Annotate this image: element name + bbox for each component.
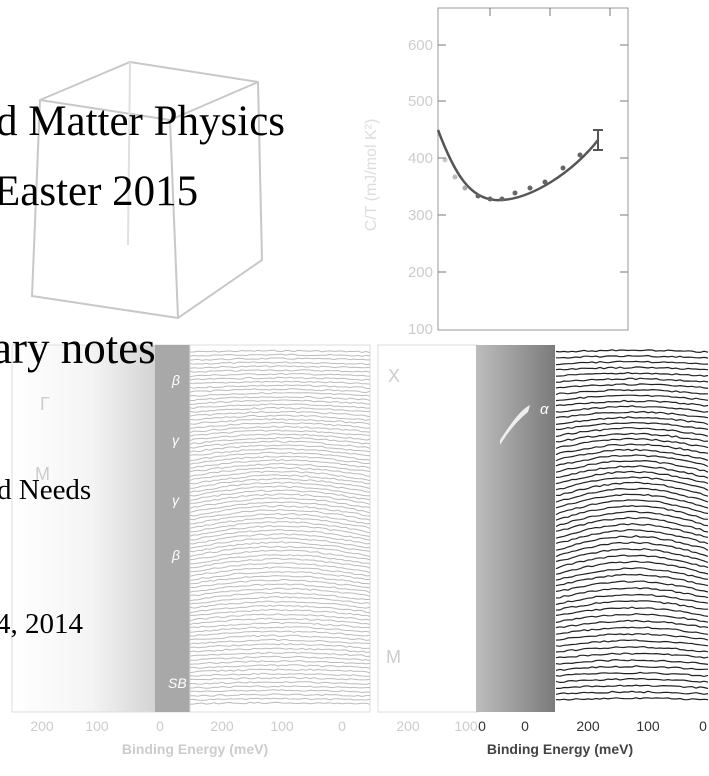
x-tick-label: 100 bbox=[270, 718, 294, 734]
panel-label: M bbox=[386, 647, 401, 667]
arpes-right: X M α 200 100 0 0 200 100 0 Binding Ener… bbox=[378, 345, 709, 757]
author: d Needs bbox=[0, 476, 91, 505]
arpes-left: Γ M β γ γ β SB 200 100 0 200 100 0 Bindi… bbox=[12, 345, 370, 757]
x-tick-label: 100 bbox=[636, 718, 660, 734]
x-tick-label: 0 bbox=[699, 718, 707, 734]
x-tick-label: 200 bbox=[210, 718, 234, 734]
panel-label: β bbox=[171, 372, 180, 388]
x-tick-label: 200 bbox=[396, 718, 420, 734]
y-tick-label: 500 bbox=[408, 93, 433, 110]
panel-label: γ bbox=[172, 432, 180, 448]
y-tick-label: 300 bbox=[408, 207, 433, 224]
plot: 600 500 400 300 200 100 C/T (mJ/mol K²) bbox=[363, 8, 628, 338]
panel-label: γ bbox=[172, 492, 180, 508]
panel-label: X bbox=[388, 366, 400, 386]
y-tick-label: 200 bbox=[408, 264, 433, 281]
plot-frame bbox=[438, 8, 628, 330]
panel-label: β bbox=[171, 547, 180, 563]
x-tick-label: 200 bbox=[576, 718, 600, 734]
x-tick-label: 0 bbox=[521, 718, 529, 734]
x-tick-label: 0 bbox=[338, 718, 346, 734]
x-axis-label: Binding Energy (meV) bbox=[122, 741, 268, 757]
y-tick-label: 400 bbox=[408, 150, 433, 167]
y-tick-label: 100 bbox=[408, 321, 433, 338]
title-line: d Matter Physics bbox=[0, 100, 285, 143]
x-axis-label: Binding Energy (meV) bbox=[487, 741, 633, 757]
x-tick-label: 100 bbox=[454, 718, 478, 734]
x-tick-label: 200 bbox=[30, 718, 54, 734]
subtitle: ary notes bbox=[0, 326, 156, 371]
date: 4, 2014 bbox=[0, 610, 83, 639]
x-tick-label: 0 bbox=[156, 718, 164, 734]
panel-label: Γ bbox=[40, 394, 50, 414]
panel-label: SB bbox=[168, 675, 187, 691]
y-axis-label: C/T (mJ/mol K²) bbox=[363, 119, 380, 232]
page: 600 500 400 300 200 100 C/T (mJ/mol K²) … bbox=[0, 0, 709, 776]
y-tick-label: 600 bbox=[408, 37, 433, 54]
title-line: Easter 2015 bbox=[0, 170, 198, 213]
panel-label: α bbox=[540, 401, 549, 418]
x-tick-label: 0 bbox=[478, 718, 486, 734]
x-tick-label: 100 bbox=[85, 718, 109, 734]
